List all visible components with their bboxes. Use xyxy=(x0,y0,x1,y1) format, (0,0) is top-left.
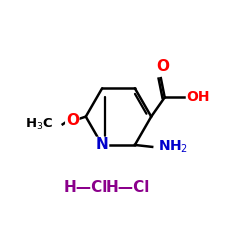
Text: O: O xyxy=(156,59,169,74)
Text: NH$_2$: NH$_2$ xyxy=(158,139,188,155)
Text: H—Cl: H—Cl xyxy=(64,180,108,195)
Text: O: O xyxy=(66,113,79,128)
Text: OH: OH xyxy=(186,90,210,104)
Text: H—Cl: H—Cl xyxy=(106,180,150,195)
Text: H$_3$C: H$_3$C xyxy=(25,117,53,132)
Text: N: N xyxy=(96,138,108,152)
